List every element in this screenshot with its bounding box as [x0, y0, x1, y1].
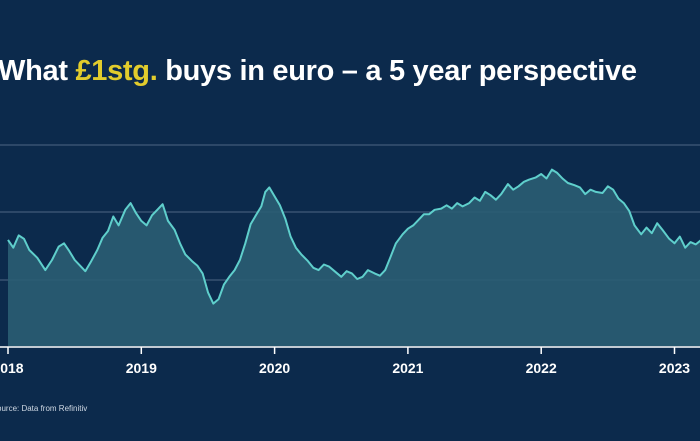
x-tick-label-2023: 2023	[659, 360, 690, 376]
series-area	[8, 169, 700, 346]
title-suffix: buys in euro – a 5 year perspective	[157, 55, 637, 87]
x-tick-label-2021: 2021	[392, 360, 423, 376]
title-highlight: £1stg.	[75, 55, 158, 87]
chart-title: What £1stg. buys in euro – a 5 year pers…	[0, 55, 637, 88]
x-tick-label-2020: 2020	[259, 360, 290, 376]
x-tick-label-2019: 2019	[126, 360, 157, 376]
x-tick-label-2022: 2022	[526, 360, 557, 376]
x-tick-label-2018: 2018	[0, 360, 24, 376]
source-note: ource: Data from Refinitiv	[0, 404, 88, 413]
series-line	[7, 168, 700, 305]
title-prefix: What	[0, 55, 76, 87]
